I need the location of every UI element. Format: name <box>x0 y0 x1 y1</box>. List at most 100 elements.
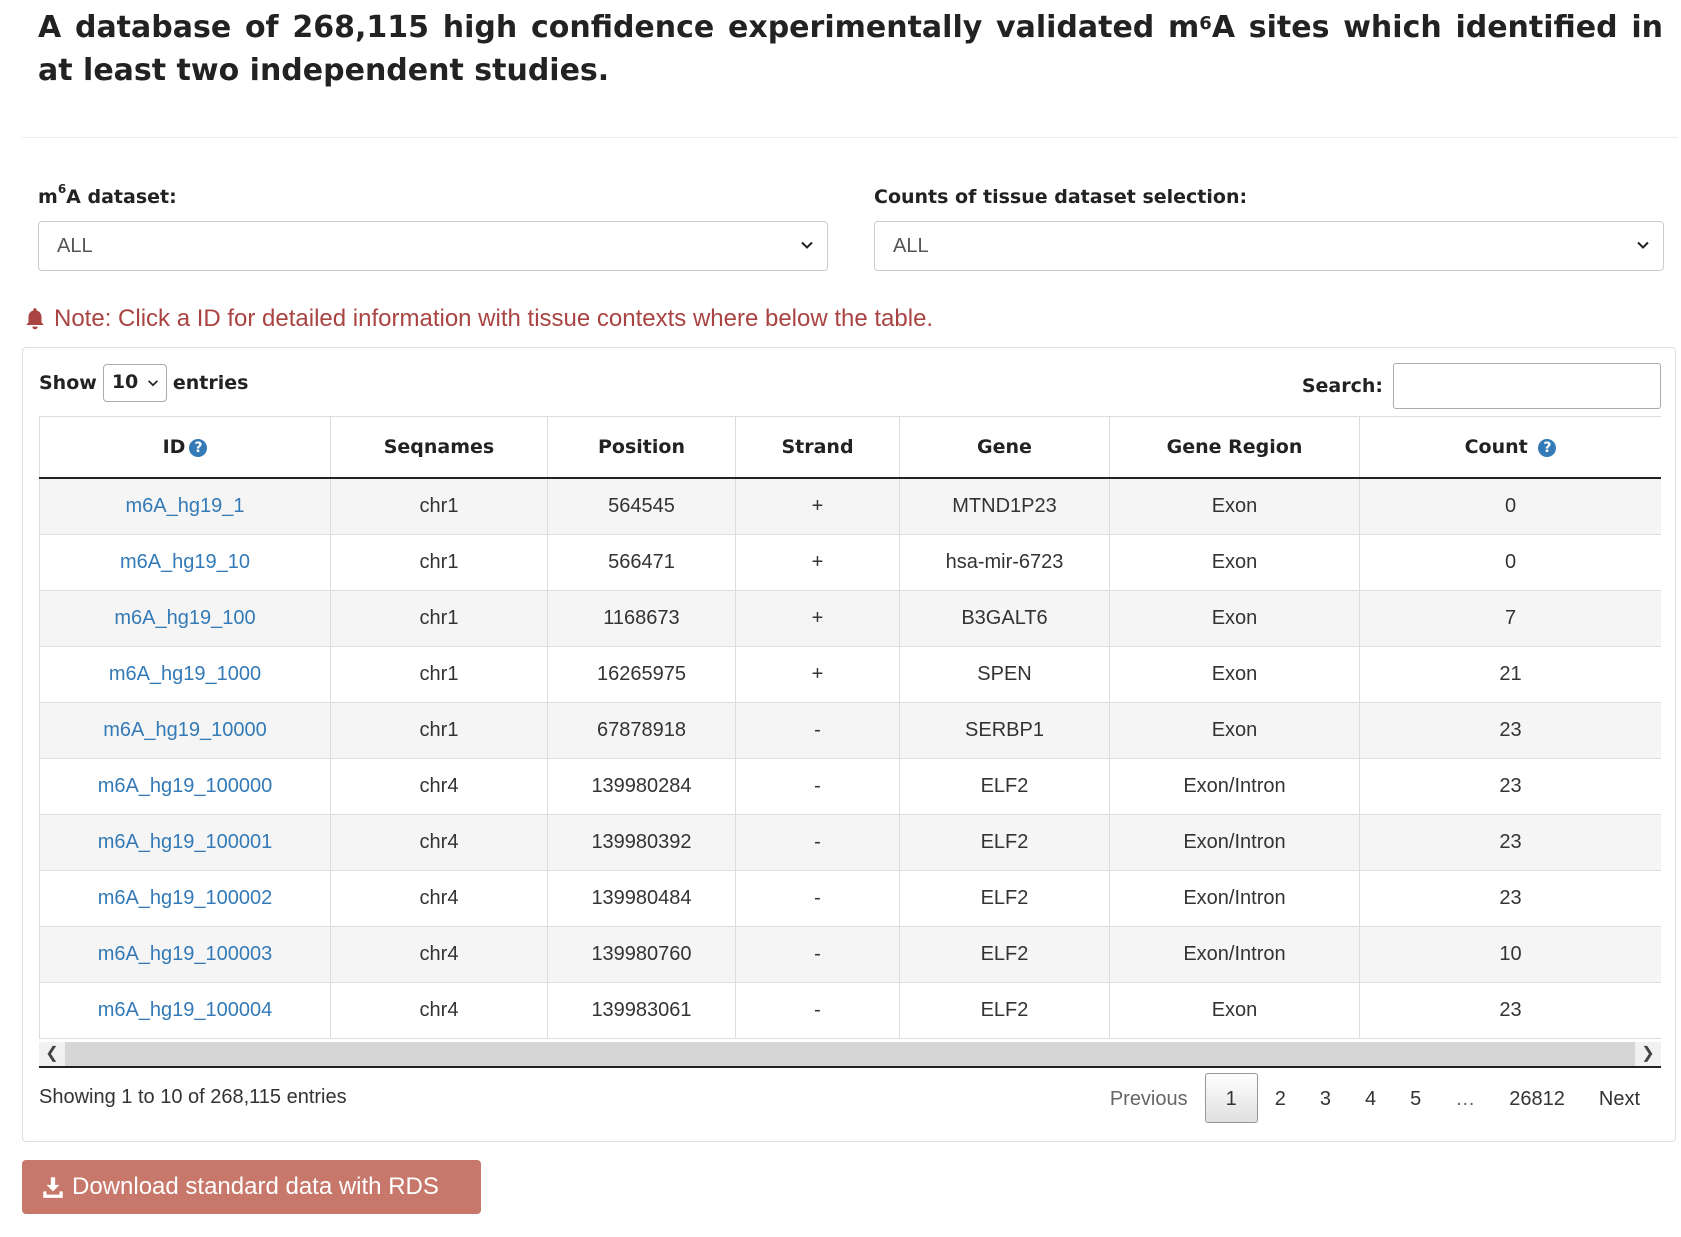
pagination-next[interactable]: Next <box>1598 1088 1640 1110</box>
site-id-link[interactable]: m6A_hg19_1 <box>125 495 245 517</box>
pagination-page[interactable]: 4 <box>1365 1088 1377 1110</box>
site-id-link[interactable]: m6A_hg19_10 <box>119 551 251 573</box>
cell-position: 139980484 <box>547 870 736 927</box>
cell-strand: - <box>735 758 900 815</box>
chevron-down-icon <box>1637 241 1649 249</box>
cell-count: 0 <box>1359 477 1661 535</box>
pagination-previous[interactable]: Previous <box>1109 1088 1188 1110</box>
table-row: m6A_hg19_100 chr1 1168673 + B3GALT6 Exon 7 <box>39 590 1661 647</box>
cell-id: m6A_hg19_100004 <box>39 982 331 1039</box>
results-table-wrapper: ID? Seqnames Position Strand Gene Gene R… <box>39 416 1661 1039</box>
column-header-seqnames[interactable]: Seqnames <box>330 416 548 479</box>
bell-icon <box>26 308 44 330</box>
table-row: m6A_hg19_100003 chr4 139980760- ELF2 Exon/In… <box>39 926 1661 983</box>
cell-strand: + <box>735 534 900 591</box>
horizontal-scrollbar[interactable]: ❮ ❯ <box>39 1042 1661 1068</box>
cell-gene-region: Exon <box>1109 534 1360 591</box>
pagination-ellipsis: … <box>1455 1088 1476 1110</box>
table-header-row: ID? Seqnames Position Strand Gene Gene R… <box>39 416 1661 479</box>
tissue-select-value: ALL <box>893 235 929 257</box>
cell-count: 23 <box>1359 982 1661 1039</box>
dataset-select[interactable]: ALL <box>38 221 828 271</box>
pagination-page[interactable]: 1 <box>1204 1073 1258 1123</box>
pagination-page[interactable]: 5 <box>1410 1088 1422 1110</box>
cell-seqnames: chr1 <box>330 477 548 535</box>
column-header-strand[interactable]: Strand <box>735 416 900 479</box>
site-id-link[interactable]: m6A_hg19_100001 <box>97 831 273 853</box>
help-icon[interactable]: ? <box>189 438 208 457</box>
help-icon[interactable]: ? <box>1538 438 1557 457</box>
cell-gene: ELF2 <box>899 814 1110 871</box>
cell-strand: - <box>735 926 900 983</box>
pagination-page[interactable]: 26812 <box>1509 1088 1565 1110</box>
cell-seqnames: chr1 <box>330 534 548 591</box>
site-id-link[interactable]: m6A_hg19_100 <box>114 607 256 629</box>
cell-id: m6A_hg19_1 <box>39 477 331 535</box>
tissue-select[interactable]: ALL <box>874 221 1664 271</box>
site-id-link[interactable]: m6A_hg19_100002 <box>97 887 273 909</box>
search-control: Search: <box>1302 363 1661 409</box>
cell-gene: ELF2 <box>899 870 1110 927</box>
show-label: Show <box>39 372 97 394</box>
pagination: Previous 1 2 3 4 5 … 26812 Next <box>1093 1073 1657 1123</box>
tissue-label: Counts of tissue dataset selection: <box>874 186 1248 208</box>
cell-gene-region: Exon/Intron <box>1109 870 1360 927</box>
column-header-count[interactable]: Count ? <box>1359 416 1661 479</box>
cell-position: 67878918 <box>547 702 736 759</box>
dataset-label: m6A dataset: <box>38 182 177 208</box>
table-row: m6A_hg19_100004 chr4 139983061- ELF2 Exon 23 <box>39 982 1661 1039</box>
chevron-down-icon <box>801 241 813 249</box>
download-label: Download standard data with RDS <box>72 1173 439 1200</box>
table-row: m6A_hg19_100001 chr4 139980392- ELF2 Exon/In… <box>39 814 1661 871</box>
cell-strand: + <box>735 590 900 647</box>
cell-gene-region: Exon/Intron <box>1109 814 1360 871</box>
cell-gene: ELF2 <box>899 982 1110 1039</box>
length-control: Show 10 entries <box>39 364 248 402</box>
entries-label: entries <box>172 372 249 394</box>
column-header-position[interactable]: Position <box>547 416 736 479</box>
cell-position: 1168673 <box>547 590 736 647</box>
download-rds-button[interactable]: Download standard data with RDS <box>22 1160 481 1214</box>
cell-position: 139980284 <box>547 758 736 815</box>
scroll-left-icon[interactable]: ❮ <box>39 1042 65 1066</box>
cell-gene-region: Exon/Intron <box>1109 758 1360 815</box>
cell-seqnames: chr4 <box>330 982 548 1039</box>
column-header-gene-region[interactable]: Gene Region <box>1109 416 1360 479</box>
table-row: m6A_hg19_10000 chr1 67878918- SERBP1 Exon 23 <box>39 702 1661 759</box>
cell-gene-region: Exon <box>1109 477 1360 535</box>
pagination-page[interactable]: 2 <box>1274 1088 1286 1110</box>
cell-count: 23 <box>1359 870 1661 927</box>
cell-seqnames: chr4 <box>330 870 548 927</box>
results-table: ID? Seqnames Position Strand Gene Gene R… <box>39 416 1661 1039</box>
cell-id: m6A_hg19_100002 <box>39 870 331 927</box>
site-id-link[interactable]: m6A_hg19_100000 <box>97 775 273 797</box>
scroll-right-icon[interactable]: ❯ <box>1635 1042 1661 1066</box>
entries-length-select[interactable]: 10 <box>102 364 167 402</box>
search-input[interactable] <box>1393 363 1661 409</box>
cell-id: m6A_hg19_100001 <box>39 814 331 871</box>
table-row: m6A_hg19_10 chr1 566471 + hsa-mir-6723 Exon 0 <box>39 534 1661 591</box>
cell-count: 0 <box>1359 534 1661 591</box>
pagination-page[interactable]: 3 <box>1319 1088 1331 1110</box>
column-header-id[interactable]: ID? <box>39 416 331 479</box>
download-icon <box>43 1177 63 1198</box>
cell-strand: - <box>735 870 900 927</box>
cell-position: 564545 <box>547 477 736 535</box>
cell-gene: SPEN <box>899 646 1110 703</box>
cell-strand: - <box>735 982 900 1039</box>
cell-id: m6A_hg19_100 <box>39 590 331 647</box>
note-message: Note: Click a ID for detailed informatio… <box>22 305 933 333</box>
site-id-link[interactable]: m6A_hg19_100004 <box>97 999 273 1021</box>
chevron-down-icon <box>147 380 158 387</box>
cell-id: m6A_hg19_1000 <box>39 646 331 703</box>
site-id-link[interactable]: m6A_hg19_100003 <box>97 943 273 965</box>
cell-seqnames: chr1 <box>330 646 548 703</box>
cell-count: 23 <box>1359 702 1661 759</box>
site-id-link[interactable]: m6A_hg19_1000 <box>108 663 262 685</box>
table-row: m6A_hg19_100002 chr4 139980484- ELF2 Exon/In… <box>39 870 1661 927</box>
column-header-gene[interactable]: Gene <box>899 416 1110 479</box>
site-id-link[interactable]: m6A_hg19_10000 <box>103 719 267 741</box>
cell-gene-region: Exon/Intron <box>1109 926 1360 983</box>
cell-seqnames: chr4 <box>330 926 548 983</box>
cell-gene-region: Exon <box>1109 702 1360 759</box>
